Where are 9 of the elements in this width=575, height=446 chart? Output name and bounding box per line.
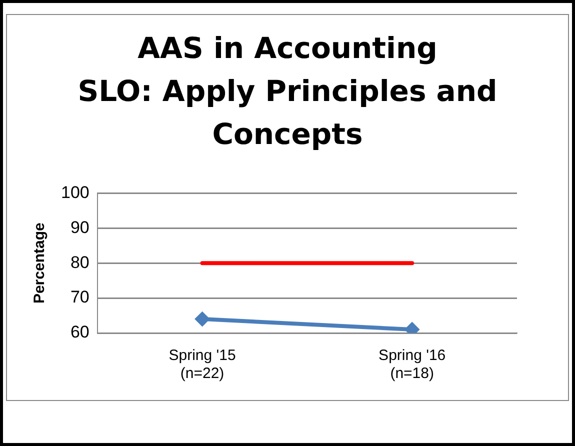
y-tick-label: 100 bbox=[60, 182, 90, 202]
y-axis-title: Percentage bbox=[31, 222, 48, 304]
y-tick-label: 90 bbox=[70, 218, 90, 237]
y-tick-label: 70 bbox=[70, 288, 90, 307]
y-tick-label: 80 bbox=[70, 252, 90, 272]
x-tick-label: Spring '15 (n=22) bbox=[168, 347, 236, 382]
y-tick-label: 60 bbox=[70, 322, 90, 342]
chart-title: AAS in Accounting SLO: Apply Principles and Concepts bbox=[76, 30, 498, 153]
x-tick-label: Spring '16 (n=18) bbox=[378, 347, 446, 382]
